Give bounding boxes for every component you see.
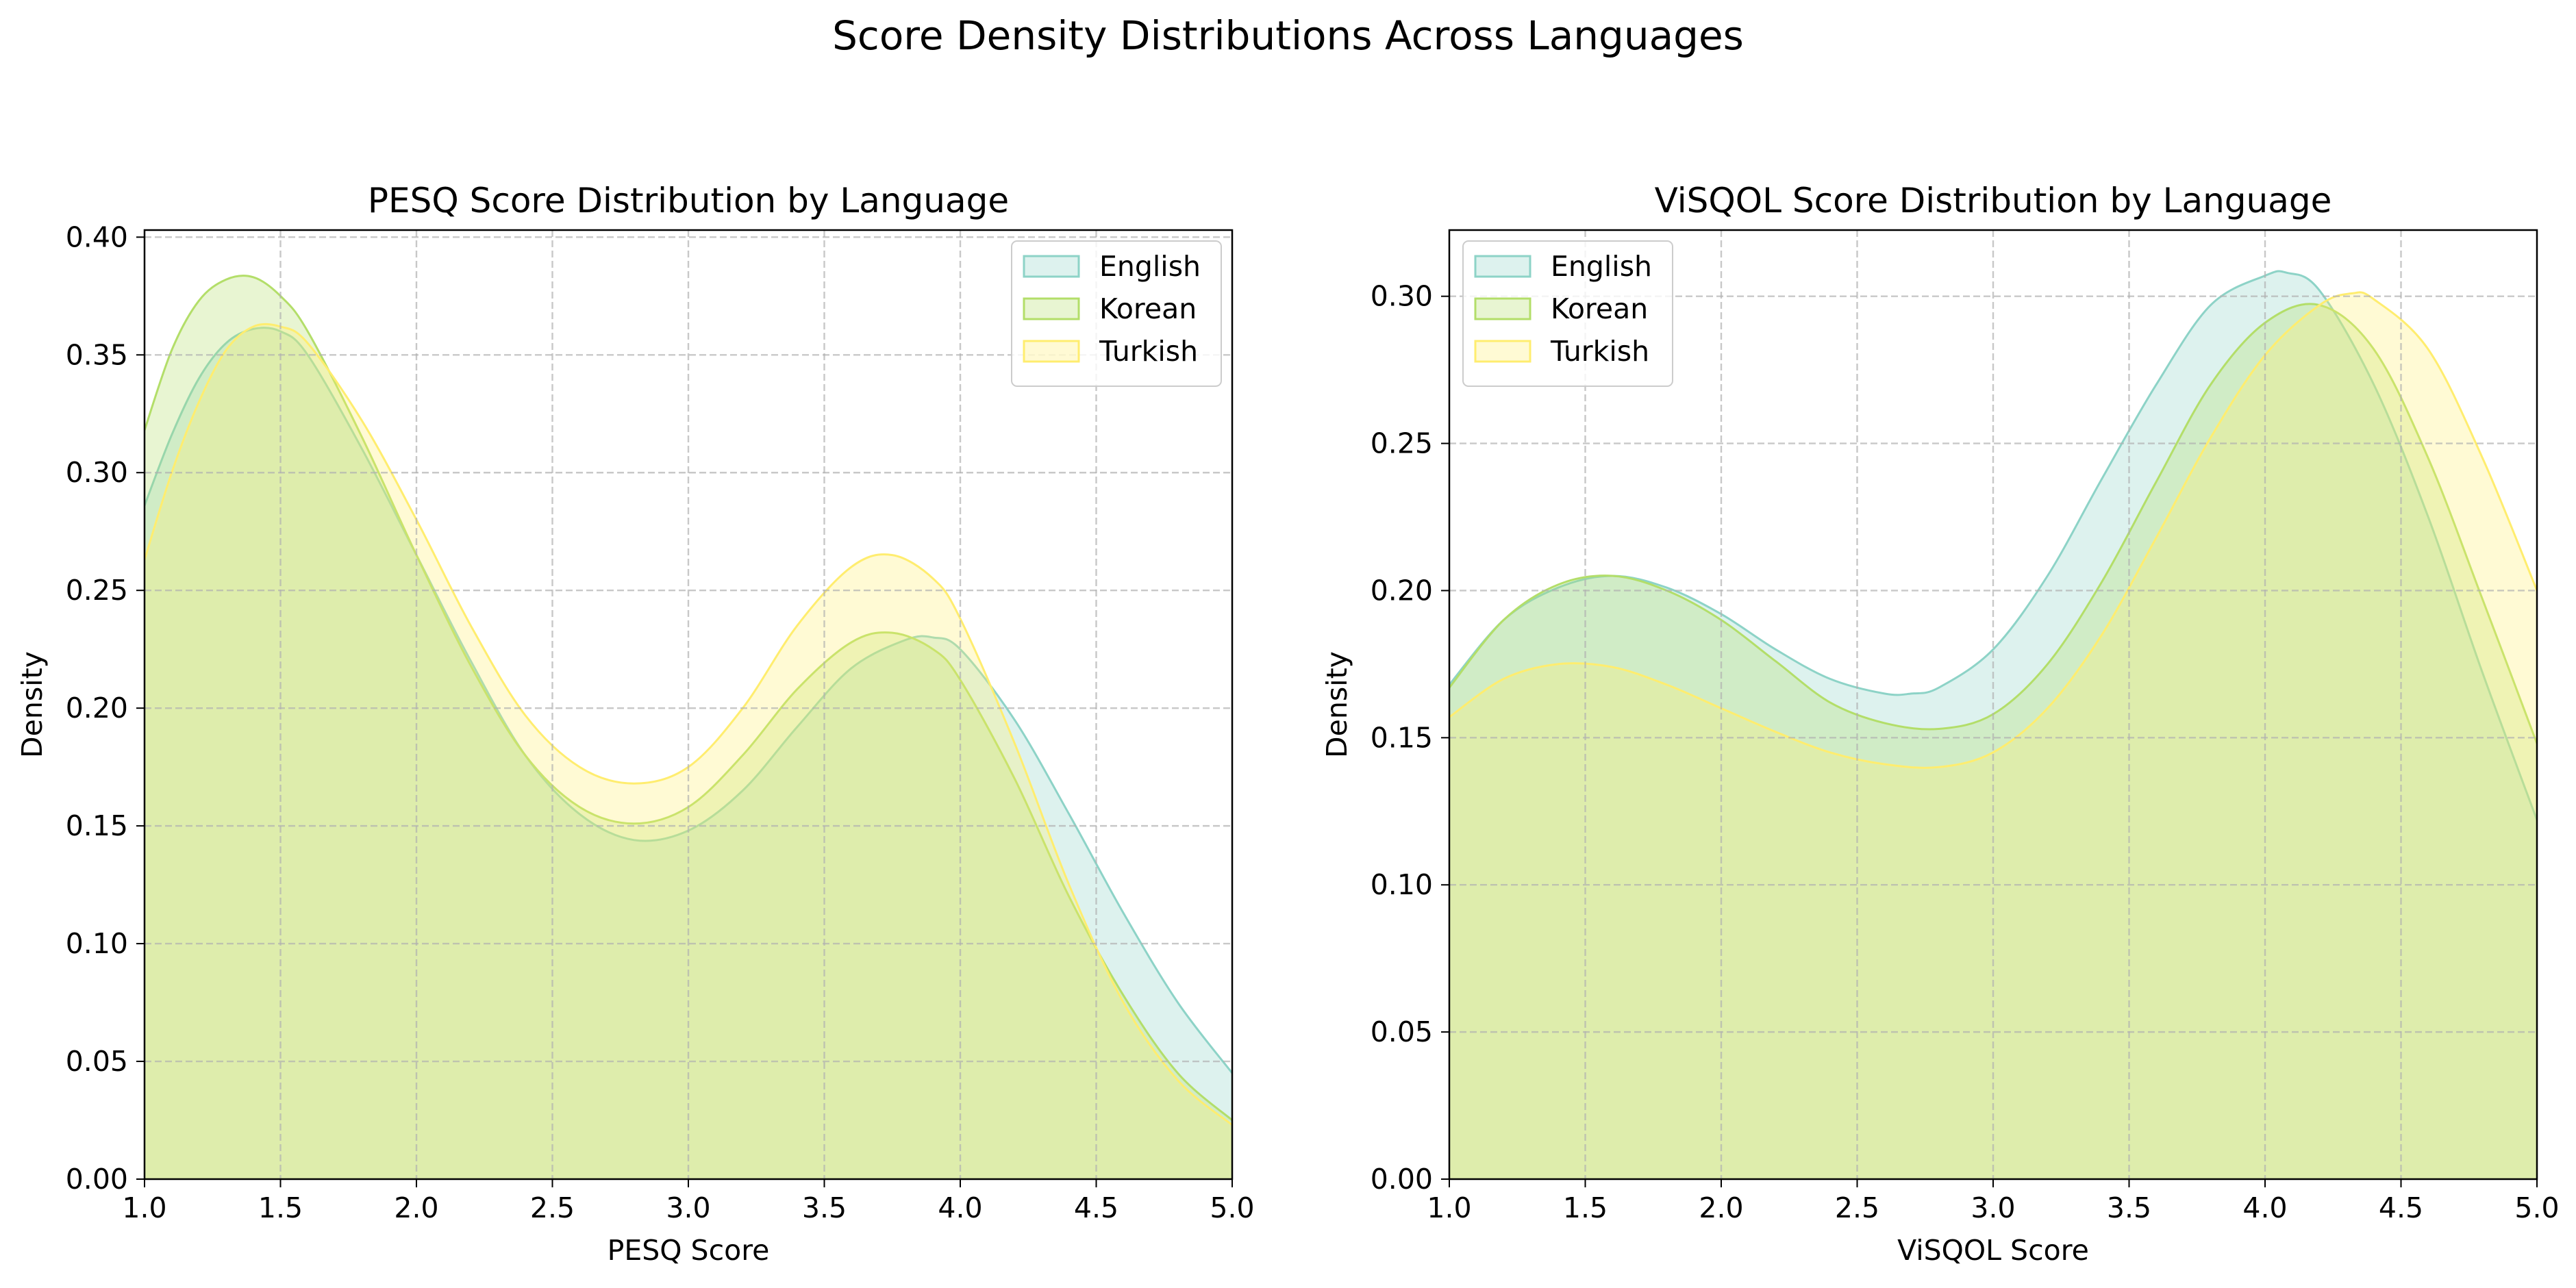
y-tick-label: 0.05	[1371, 1015, 1433, 1048]
chart-title: PESQ Score Distribution by Language	[368, 181, 1009, 220]
x-tick-label: 3.0	[666, 1191, 710, 1224]
legend-swatch-turkish	[1023, 340, 1080, 363]
x-tick-label: 4.5	[1074, 1191, 1118, 1224]
x-tick-label: 3.5	[2107, 1191, 2151, 1224]
density-line-korean	[145, 275, 1232, 1122]
density-area-english	[145, 327, 1232, 1179]
y-tick-label: 0.30	[66, 456, 128, 489]
y-tick-label: 0.25	[1371, 427, 1433, 460]
x-tick-label: 3.0	[1971, 1191, 2015, 1224]
y-tick-label: 0.20	[66, 692, 128, 724]
pesq-density-chart: 1.0 1.5 2.0 2.5 3.0 3.5 4.0 4.5 5.0 0.00 0.05 0.10 0…	[16, 181, 1255, 1267]
density-line-turkish	[145, 323, 1232, 1126]
y-tick-label: 0.10	[1371, 868, 1433, 901]
x-tick-label: 4.0	[2242, 1191, 2287, 1224]
x-tick-label: 3.5	[802, 1191, 847, 1224]
y-tick-label: 0.15	[66, 809, 128, 842]
legend-swatch-korean	[1474, 297, 1531, 320]
legend-label-turkish: Turkish	[1099, 335, 1198, 368]
x-tick-label: 1.5	[258, 1191, 303, 1224]
y-tick-label: 0.15	[1371, 721, 1433, 754]
x-axis-label: PESQ Score	[608, 1234, 770, 1267]
density-line-turkish	[1449, 291, 2537, 769]
chart-title: ViSQOL Score Distribution by Language	[1655, 181, 2332, 220]
legend: English Korean Turkish	[1011, 240, 1222, 387]
x-tick-label: 2.5	[530, 1191, 575, 1224]
x-tick-label: 2.0	[1699, 1191, 1743, 1224]
y-tick-label: 0.00	[1371, 1163, 1433, 1196]
x-tick-label: 5.0	[1210, 1191, 1254, 1224]
x-tick-label: 4.5	[2379, 1191, 2423, 1224]
legend-label-english: English	[1099, 250, 1201, 283]
grid	[145, 230, 1232, 1179]
legend-label-english: English	[1551, 250, 1652, 283]
y-tick-label: 0.20	[1371, 574, 1433, 607]
y-tick-label: 0.00	[66, 1163, 128, 1196]
legend-label-korean: Korean	[1099, 292, 1197, 325]
x-tick-label: 2.0	[394, 1191, 438, 1224]
y-axis-label: Density	[16, 651, 49, 758]
density-line-english	[1449, 270, 2537, 821]
density-line-english	[145, 327, 1232, 1074]
legend-swatch-korean	[1023, 297, 1080, 320]
legend-label-korean: Korean	[1551, 292, 1648, 325]
legend-swatch-english	[1474, 255, 1531, 278]
x-axis-label: ViSQOL Score	[1897, 1234, 2089, 1267]
legend: English Korean Turkish	[1462, 240, 1673, 387]
x-tick-label: 1.0	[1427, 1191, 1471, 1224]
x-tick-label: 1.5	[1563, 1191, 1608, 1224]
y-tick-label: 0.10	[66, 927, 128, 960]
y-axis-label: Density	[1321, 651, 1353, 758]
x-tick-label: 1.0	[122, 1191, 166, 1224]
y-tick-label: 0.40	[66, 220, 128, 253]
figure-title: Score Density Distributions Across Langu…	[832, 12, 1744, 59]
y-tick-label: 0.30	[1371, 280, 1433, 313]
y-tick-label: 0.05	[66, 1045, 128, 1078]
x-tick-label: 2.5	[1835, 1191, 1879, 1224]
y-tick-label: 0.35	[66, 338, 128, 371]
y-tick-label: 0.25	[66, 574, 128, 607]
legend-label-turkish: Turkish	[1550, 335, 1649, 368]
x-tick-label: 4.0	[938, 1191, 982, 1224]
density-line-korean	[1449, 303, 2537, 744]
x-tick-label: 5.0	[2514, 1191, 2559, 1224]
legend-swatch-turkish	[1474, 340, 1531, 363]
legend-swatch-english	[1023, 255, 1080, 278]
visqol-density-chart: 1.0 1.5 2.0 2.5 3.0 3.5 4.0 4.5 5.0 0.00 0.05 0.10 0…	[1321, 181, 2560, 1267]
